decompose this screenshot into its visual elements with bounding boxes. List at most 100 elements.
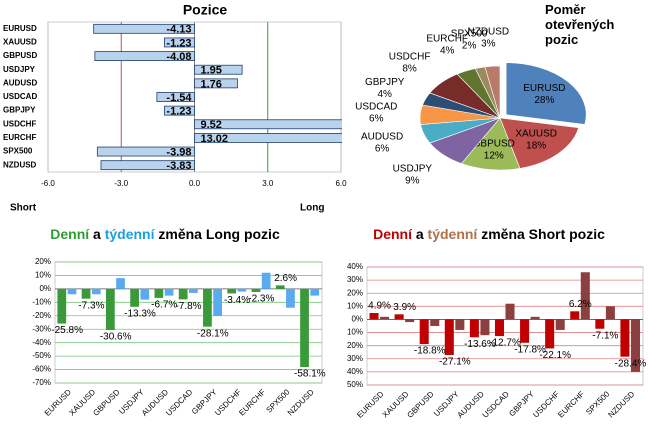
category-label: EURUSD — [3, 24, 37, 33]
bar — [310, 288, 320, 296]
bar — [116, 278, 125, 289]
title-word: Denní — [373, 226, 412, 242]
pie-label: SPX500 — [451, 29, 488, 40]
title-word: a — [93, 226, 101, 242]
data-label: -12.7% — [489, 338, 521, 349]
y-tick-label: -70% — [32, 378, 51, 387]
data-label: -7.1% — [592, 330, 618, 341]
x-tick-label: EURUSD — [355, 389, 385, 419]
bar — [251, 288, 261, 292]
pie-value-label: 6% — [369, 114, 384, 125]
data-label: 4.9% — [368, 301, 391, 312]
pie-label: NZDUSD — [467, 26, 509, 37]
bar — [394, 314, 404, 320]
y-tick-label: 20% — [347, 341, 363, 350]
y-tick-label: 30% — [347, 275, 363, 284]
y-tick-label: -50% — [32, 351, 51, 360]
data-label: -4.08 — [166, 51, 191, 63]
y-tick-label: 10% — [35, 271, 51, 280]
data-label: -28.1% — [197, 328, 229, 339]
title-word: týdenní — [104, 226, 155, 242]
pie-value-label: 6% — [375, 144, 390, 155]
axis-label: Short — [10, 203, 37, 214]
short-title: Denní a týdenní změna Short pozic — [330, 226, 648, 242]
bar — [261, 272, 271, 289]
data-label: 13.02 — [201, 133, 229, 145]
category-label: USDJPY — [3, 65, 36, 74]
x-tick-label: 6.0 — [335, 179, 347, 188]
bar — [96, 146, 195, 157]
bar — [237, 288, 247, 292]
y-tick-label: 50% — [347, 380, 363, 389]
long-title: Denní a týdenní změna Long pozic — [0, 226, 330, 242]
category-label: NZDUSD — [3, 160, 37, 169]
bar — [580, 272, 590, 320]
y-tick-label: 20% — [35, 257, 51, 266]
y-tick-label: 30% — [347, 354, 363, 363]
bar — [605, 306, 615, 320]
pie-value-label: 3% — [481, 38, 496, 49]
pie-label: XAUUSD — [515, 129, 557, 140]
data-label: 6.2% — [569, 299, 592, 310]
y-tick-label: 10% — [347, 328, 363, 337]
bar — [194, 119, 342, 130]
data-label: 3.9% — [393, 302, 416, 313]
pie-label: GBPUSD — [473, 139, 515, 150]
bar — [380, 316, 390, 320]
bar — [164, 288, 174, 296]
bar — [419, 319, 429, 345]
data-label: -27.1% — [439, 357, 471, 368]
bar — [455, 319, 465, 330]
x-tick-label: GBPUSD — [91, 387, 121, 417]
data-label: -3.4% — [224, 295, 250, 306]
y-tick-label: -40% — [32, 338, 51, 347]
pie-slice — [499, 117, 579, 169]
x-tick-label: USDCAD — [481, 389, 511, 419]
pie-value-label: 4% — [377, 89, 392, 100]
pie-label: EURUSD — [523, 83, 565, 94]
category-label: USDCAD — [3, 92, 37, 101]
bar — [469, 319, 479, 338]
pie-label: EURCHF — [426, 34, 468, 45]
data-label: -30.6% — [100, 332, 132, 343]
category-label: GBPUSD — [3, 51, 37, 60]
y-tick-label: -10% — [32, 297, 51, 306]
bar — [178, 288, 188, 300]
category-label: EURCHF — [3, 133, 36, 142]
bar — [570, 311, 580, 320]
pie-value-label: 9% — [405, 176, 420, 187]
axis-label: Long — [300, 203, 324, 214]
category-label: USDCHF — [3, 119, 36, 128]
category-label: SPX500 — [3, 147, 33, 156]
bar — [430, 319, 440, 326]
x-tick-label: GBPUSD — [405, 389, 435, 419]
data-label: -25.8% — [51, 325, 83, 336]
category-label: XAUUSD — [3, 38, 37, 47]
bar — [67, 288, 77, 295]
bar — [203, 288, 212, 327]
pie-slice — [460, 117, 521, 171]
bar — [100, 160, 195, 171]
bar — [93, 23, 195, 34]
pie-label: GBPJPY — [365, 77, 405, 88]
y-tick-label: -60% — [32, 365, 51, 374]
title-word: změna Long pozic — [158, 226, 280, 242]
x-tick-label: USDCAD — [164, 387, 194, 417]
pie-value-label: 2% — [462, 41, 477, 52]
data-label: -3.98 — [166, 146, 191, 158]
bar — [105, 288, 115, 331]
y-tick-label: 40% — [347, 367, 363, 376]
bar — [164, 105, 195, 116]
bar — [130, 288, 139, 307]
y-tick-label: 20% — [347, 288, 363, 297]
title-word: a — [415, 226, 424, 242]
x-tick-label: NZDUSD — [606, 389, 636, 419]
data-label: -4.13 — [166, 24, 191, 36]
y-tick-label: -30% — [32, 324, 51, 333]
data-label: -13.6% — [464, 339, 496, 350]
bar — [194, 78, 238, 89]
data-label: -1.54 — [166, 92, 192, 104]
data-label: -2.3% — [248, 294, 274, 305]
data-label: -1.23 — [166, 106, 191, 118]
